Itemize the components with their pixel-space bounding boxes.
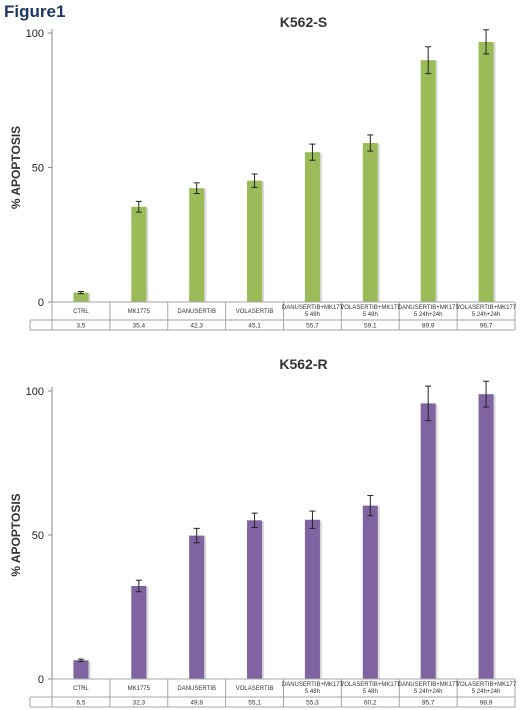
x-category-label: 5 24h+24h — [472, 689, 501, 695]
figure-label: Figure1 — [4, 2, 66, 21]
data-value-label: 89,9 — [422, 323, 435, 330]
y-tick-label: 50 — [32, 530, 44, 542]
data-value-label: 55,1 — [248, 700, 261, 707]
data-value-label: 55,7 — [306, 323, 319, 330]
y-tick-label: 50 — [32, 163, 44, 175]
chart-title: K562-S — [280, 14, 327, 30]
bar — [478, 41, 494, 302]
data-value-label: 32,3 — [132, 700, 145, 707]
x-category-label: DANUSERTIB+MK177 — [398, 305, 460, 311]
y-tick-label: 0 — [38, 674, 44, 686]
bar — [247, 520, 263, 679]
x-category-label: MK1775 — [128, 686, 151, 692]
data-value-label: 49,8 — [190, 700, 203, 707]
y-axis-label: % APOPTOSIS — [9, 493, 23, 576]
x-category-label: DANUSERTIB+MK177 — [282, 682, 344, 688]
x-category-label: DANUSERTIB+MK177 — [282, 305, 344, 311]
data-value-label: 45,1 — [248, 323, 261, 330]
bar — [420, 403, 436, 679]
data-value-label: 96,7 — [480, 323, 493, 330]
x-category-label: 5 24h+24h — [414, 689, 443, 695]
bar — [131, 585, 147, 679]
chart-panel-k562-r: K562-R % APOPTOSIS 0 50 100 CTRL 6,5 MK1775 32,3… — [0, 355, 520, 710]
x-category-label: MK1775 — [128, 309, 151, 315]
x-category-label: VOLASERTIB+MK177 — [456, 682, 517, 688]
bar — [131, 206, 147, 302]
x-category-label: 5 48h — [363, 312, 378, 318]
x-category-label: VOLASERTIB — [236, 686, 274, 692]
data-value-label: 59,1 — [364, 323, 377, 330]
x-category-label: CTRL — [73, 686, 89, 692]
y-tick-label: 100 — [26, 386, 44, 398]
data-value-label: 98,9 — [480, 700, 493, 707]
bar — [189, 535, 205, 679]
data-value-label: 60,2 — [364, 700, 377, 707]
data-value-label: 55,3 — [306, 700, 319, 707]
bar — [73, 292, 89, 302]
chart-panel-k562-s: K562-S % APOPTOSIS 0 50 100 CTRL 3,5 MK1775 35,4… — [0, 0, 520, 340]
x-category-label: DANUSERTIB — [177, 686, 216, 692]
chart-title: K562-R — [279, 356, 327, 372]
chart-k562-r: K562-R % APOPTOSIS 0 50 100 CTRL 6,5 MK1775 32,3… — [9, 356, 517, 708]
x-category-label: CTRL — [73, 309, 89, 315]
y-tick-label: 0 — [38, 297, 44, 309]
x-category-label: DANUSERTIB — [177, 309, 216, 315]
data-value-label: 6,5 — [76, 700, 85, 707]
bar — [362, 505, 378, 679]
bar — [362, 143, 378, 302]
bar — [73, 660, 89, 679]
data-value-label: 95,7 — [422, 700, 435, 707]
x-category-label: DANUSERTIB+MK177 — [398, 682, 460, 688]
x-category-label: 5 48h — [305, 312, 320, 318]
bar — [189, 188, 205, 302]
bar — [478, 394, 494, 679]
x-category-label: 5 48h — [363, 689, 378, 695]
x-category-label: 5 24h+24h — [472, 312, 501, 318]
x-category-label: VOLASERTIB+MK177 — [340, 305, 401, 311]
chart-k562-s: K562-S % APOPTOSIS 0 50 100 CTRL 3,5 MK1775 35,4… — [9, 14, 517, 331]
x-category-label: 5 24h+24h — [414, 312, 443, 318]
data-value-label: 42,3 — [190, 323, 203, 330]
x-category-label: VOLASERTIB+MK177 — [340, 682, 401, 688]
x-category-label: VOLASERTIB — [236, 309, 274, 315]
x-category-label: 5 48h — [305, 689, 320, 695]
data-value-label: 3,5 — [76, 323, 85, 330]
data-value-label: 35,4 — [132, 323, 145, 330]
y-tick-label: 100 — [26, 28, 44, 40]
bar — [304, 519, 320, 679]
bar — [304, 152, 320, 302]
x-category-label: VOLASERTIB+MK177 — [456, 305, 517, 311]
bar — [247, 180, 263, 302]
bar — [420, 60, 436, 302]
y-axis-label: % APOPTOSIS — [9, 126, 23, 209]
